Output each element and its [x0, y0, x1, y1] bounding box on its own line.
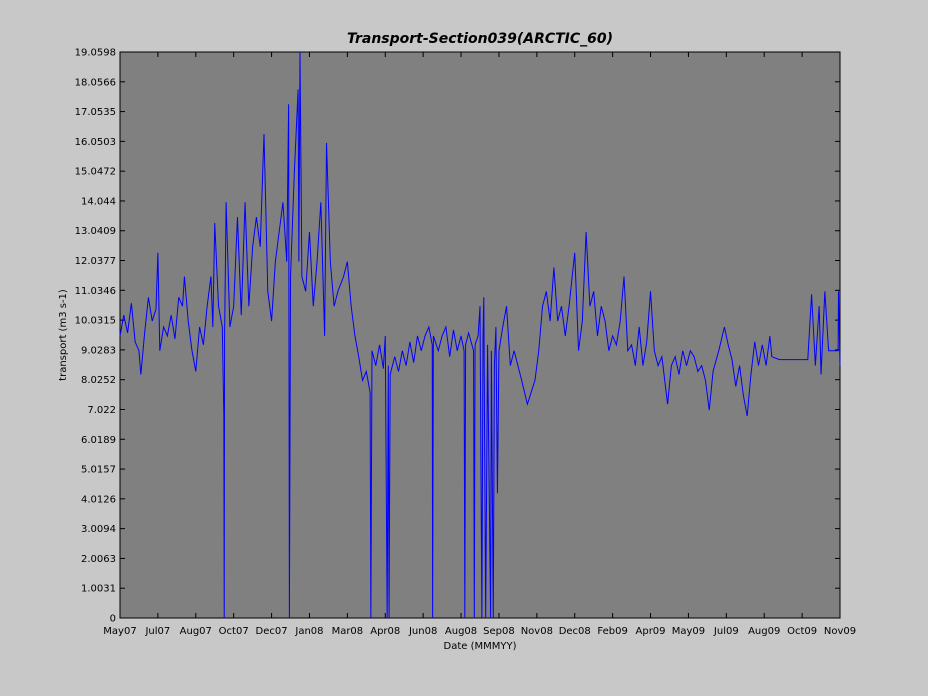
y-tick-label: 6.0189: [81, 435, 116, 446]
x-tick-label: Aug09: [748, 626, 780, 637]
x-tick-label: Feb09: [597, 626, 627, 637]
y-tick-label: 2.0063: [81, 554, 116, 565]
y-tick-label: 0: [110, 614, 116, 625]
x-tick-label: Aug07: [180, 626, 212, 637]
x-tick-label: Aug08: [445, 626, 477, 637]
x-tick-label: May09: [672, 626, 705, 637]
x-axis-label: Date (MMMYY): [444, 641, 517, 652]
y-tick-label: 19.0598: [75, 48, 116, 59]
x-tick-label: Dec07: [256, 626, 288, 637]
y-tick-label: 9.0283: [81, 345, 116, 356]
x-tick-label: Apr09: [636, 626, 666, 637]
chart-title: Transport-Section039(ARCTIC_60): [347, 31, 613, 47]
x-tick-label: Dec08: [559, 626, 591, 637]
y-tick-label: 14.044: [81, 196, 116, 207]
data-line: [119, 51, 841, 619]
y-tick-label: 15.0472: [75, 167, 116, 178]
x-tick-label: May07: [103, 626, 136, 637]
y-tick-label: 16.0503: [75, 137, 116, 148]
y-axis-label: transport (m3 s-1): [58, 289, 69, 381]
x-tick-label: Oct09: [787, 626, 817, 637]
y-tick-label: 10.0315: [75, 316, 116, 327]
y-tick-label: 1.0031: [81, 584, 116, 595]
y-tick-label: 11.0346: [75, 286, 116, 297]
x-tick-label: Nov08: [521, 626, 553, 637]
y-tick-label: 4.0126: [81, 494, 116, 505]
x-tick-label: Jul09: [713, 626, 739, 637]
y-tick-label: 8.0252: [81, 375, 116, 386]
y-tick-label: 13.0409: [75, 226, 116, 237]
y-tick-label: 5.0157: [81, 465, 116, 476]
y-tick-label: 12.0377: [75, 256, 116, 267]
x-tick-label: Jul07: [144, 626, 170, 637]
y-tick-label: 17.0535: [75, 107, 116, 118]
x-tick-label: Oct07: [219, 626, 249, 637]
x-tick-label: Jan08: [294, 626, 323, 637]
x-tick-label: Sep08: [483, 626, 515, 637]
x-tick-label: Jun08: [408, 626, 437, 637]
y-tick-label: 7.022: [87, 405, 116, 416]
y-tick-label: 18.0566: [75, 77, 116, 88]
x-tick-label: Mar08: [332, 626, 364, 637]
x-tick-label: Nov09: [824, 626, 856, 637]
x-tick-label: Apr08: [370, 626, 400, 637]
y-tick-label: 3.0094: [81, 524, 116, 535]
